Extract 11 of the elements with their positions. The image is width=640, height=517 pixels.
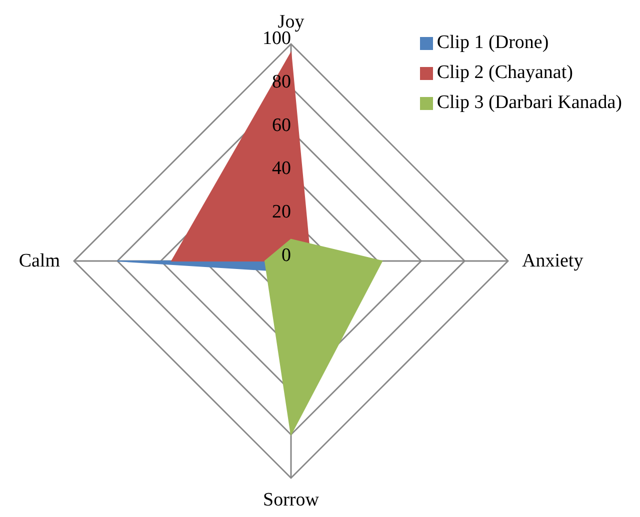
spoke-label: Sorrow [263, 490, 320, 510]
y-tick-label: 20 [272, 202, 291, 223]
spoke-label: Calm [18, 250, 60, 272]
y-tick-label: 80 [272, 71, 291, 92]
legend-label: Clip 3 (Darbari Kanada) [436, 92, 622, 113]
y-tick-label: 40 [272, 158, 291, 180]
legend-label: Clip 1 (Drone) [436, 32, 549, 53]
y-tick-label: 60 [272, 114, 291, 136]
legend-label: Clip 2 (Chayanat) [436, 62, 573, 83]
y-tick-label: 0 [282, 245, 291, 266]
spoke-label: Anxiety [522, 250, 584, 272]
